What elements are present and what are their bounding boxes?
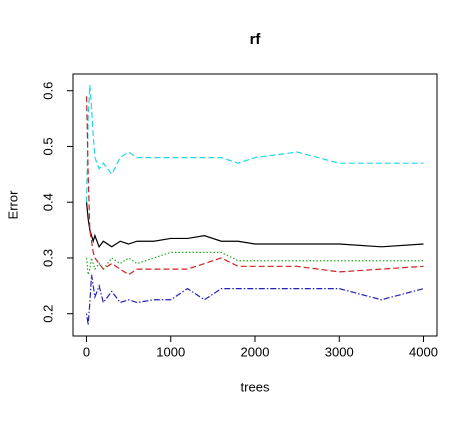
series-line — [85, 251, 424, 275]
y-tick-label: 0.4 — [40, 193, 55, 211]
series-line — [85, 85, 424, 203]
series-line — [85, 202, 424, 249]
y-tick-label: 0.5 — [40, 137, 55, 155]
x-tick-label: 4000 — [409, 344, 438, 359]
x-tick-label: 2000 — [241, 344, 270, 359]
y-tick-label: 0.3 — [40, 249, 55, 267]
y-axis-label: Error — [5, 190, 20, 220]
plot-box — [72, 73, 438, 337]
series-line — [85, 274, 424, 325]
y-tick-label: 0.6 — [40, 82, 55, 100]
x-axis-label: trees — [241, 379, 270, 394]
y-tick-label: 0.2 — [40, 305, 55, 323]
x-tick-label: 3000 — [325, 344, 354, 359]
chart-title: rf — [250, 31, 262, 48]
series-line — [85, 96, 424, 276]
x-tick-label: 0 — [83, 344, 90, 359]
x-tick-label: 1000 — [156, 344, 185, 359]
